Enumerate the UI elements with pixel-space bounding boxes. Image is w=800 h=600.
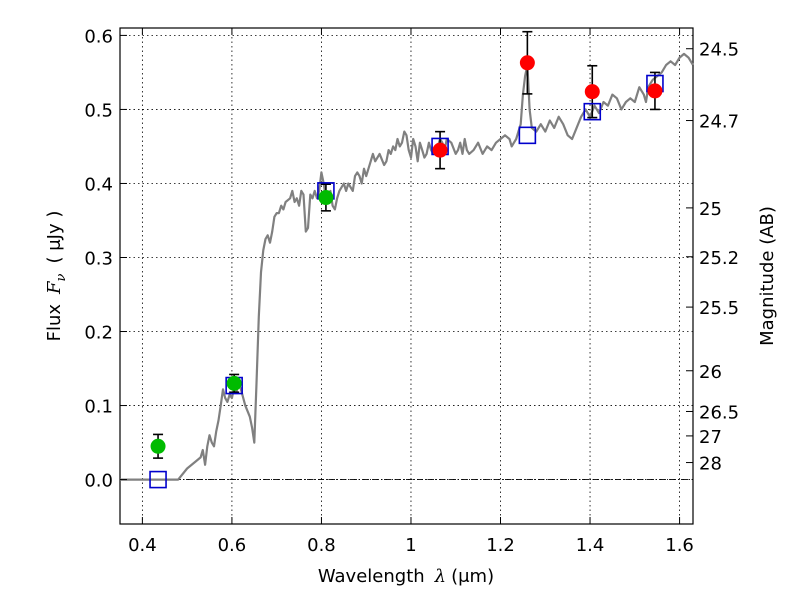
model-photometry-square [149,470,167,489]
x-tick-label: 1 [405,535,416,556]
x-tick-label: 1.6 [665,535,694,556]
spectrum-line [120,52,694,481]
x-tick-label: 0.8 [307,535,336,556]
y-tick-label: 0.6 [84,26,113,47]
optical-photometry-point [226,375,242,391]
mag-tick-label: 25.2 [699,248,739,269]
spectrum-layer [120,52,694,481]
y-tick-label: 0.4 [84,174,113,195]
y2-axis-label: Magnitude (AB) [757,206,778,346]
nir-photometry-point [584,84,600,100]
x-tick-label: 0.4 [128,535,157,556]
y-tick-label: 0.1 [84,397,113,418]
mag-tick-label: 26.5 [699,402,739,423]
x-tick-label: 0.6 [218,535,247,556]
model-photometry-square [583,102,602,121]
plot-frame [119,27,694,525]
optical-photometry-point [150,438,166,454]
ticks: 0.4 0.6 0.8 1 1.2 1.4 1.6 0.0 0.1 0.2 0.3 0.4 0.5 0.6… [84,26,739,556]
mag-tick-label: 25 [699,199,722,220]
mag-tick-label: 27 [699,427,722,448]
nir-photometry-point [519,55,535,71]
markers [149,55,664,489]
y-tick-label: 0.3 [84,248,113,269]
x-axis-label: Wavelength λ (μm) [318,566,494,587]
mag-tick-label: 25.5 [699,298,739,319]
nir-photometry-point [432,142,448,158]
y-tick-label: 0.5 [84,100,113,121]
model-photometry-square [518,126,537,145]
mag-tick-label: 24.5 [699,40,739,61]
mag-tick-label: 24.7 [699,112,739,133]
y-tick-label: 0.2 [84,323,113,344]
x-tick-label: 1.4 [576,535,605,556]
mag-tick-label: 28 [699,454,722,475]
y-tick-label: 0.0 [84,471,113,492]
optical-photometry-point [318,190,334,206]
x-tick-label: 1.2 [486,535,515,556]
nir-photometry-point [647,83,663,99]
mag-tick-label: 26 [699,362,722,383]
y-axis-label: FluxFν( μJy ) [44,211,69,342]
